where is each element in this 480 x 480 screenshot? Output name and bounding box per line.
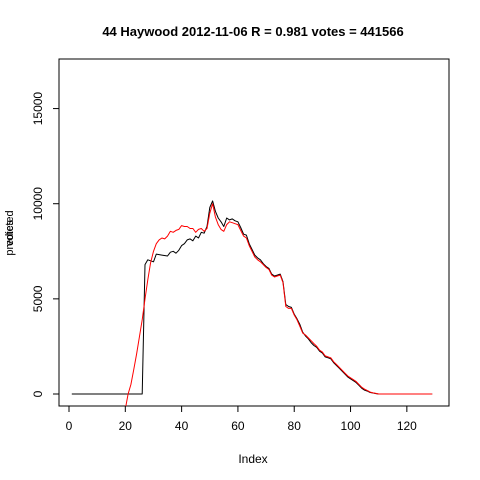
x-axis-label: Index [238,452,267,466]
chart-title: 44 Haywood 2012-11-06 R = 0.981 votes = … [102,24,403,39]
x-tick-label: 20 [119,419,133,433]
x-tick-label: 60 [231,419,245,433]
y-axis-label-text: votes [4,219,16,246]
x-axis: 0 20 40 60 80 100 120 [66,406,417,433]
series-group [71,200,433,406]
x-tick-label: 40 [175,419,189,433]
y-tick-label: 5000 [31,285,45,312]
y-axis: 0 5000 10000 15000 [31,92,59,397]
plot-frame [58,58,450,407]
series-line-red [125,203,433,406]
y-tick-label: 0 [31,390,45,397]
x-tick-label: 80 [288,419,302,433]
y-tick-label: 10000 [31,187,45,221]
x-tick-label: 0 [66,419,73,433]
y-tick-label: 15000 [31,92,45,126]
x-tick-label: 100 [341,419,361,433]
x-tick-label: 120 [397,419,417,433]
series-line-black [71,200,433,395]
y-axis-label-text: predicted [4,210,16,255]
